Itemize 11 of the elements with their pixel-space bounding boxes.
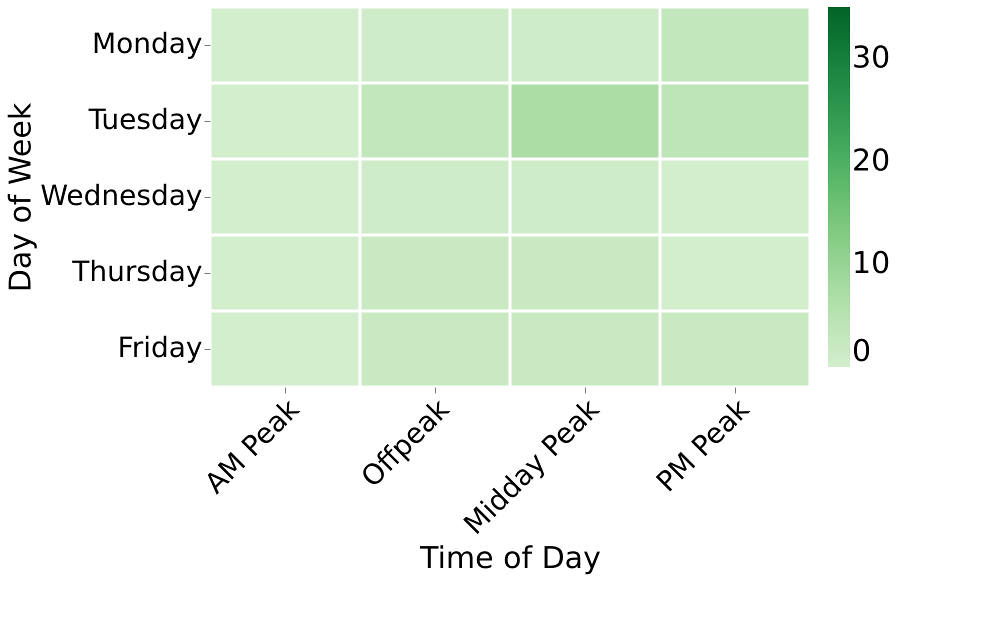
color-bar-label: 0 (852, 334, 872, 369)
y-axis-title: Day of Week (3, 102, 38, 292)
y-tick-label: Monday (92, 27, 202, 60)
color-bar-label: 20 (852, 143, 890, 178)
y-tick-label: Tuesday (88, 103, 202, 136)
color-bar-label: 10 (852, 246, 890, 282)
y-tick-label: Friday (118, 331, 202, 364)
y-tick-label: Thursday (71, 255, 202, 288)
x-axis-title: Time of Day (419, 541, 601, 576)
y-tick-label: Wednesday (40, 179, 202, 212)
color-bar-label: 30 (852, 40, 890, 76)
